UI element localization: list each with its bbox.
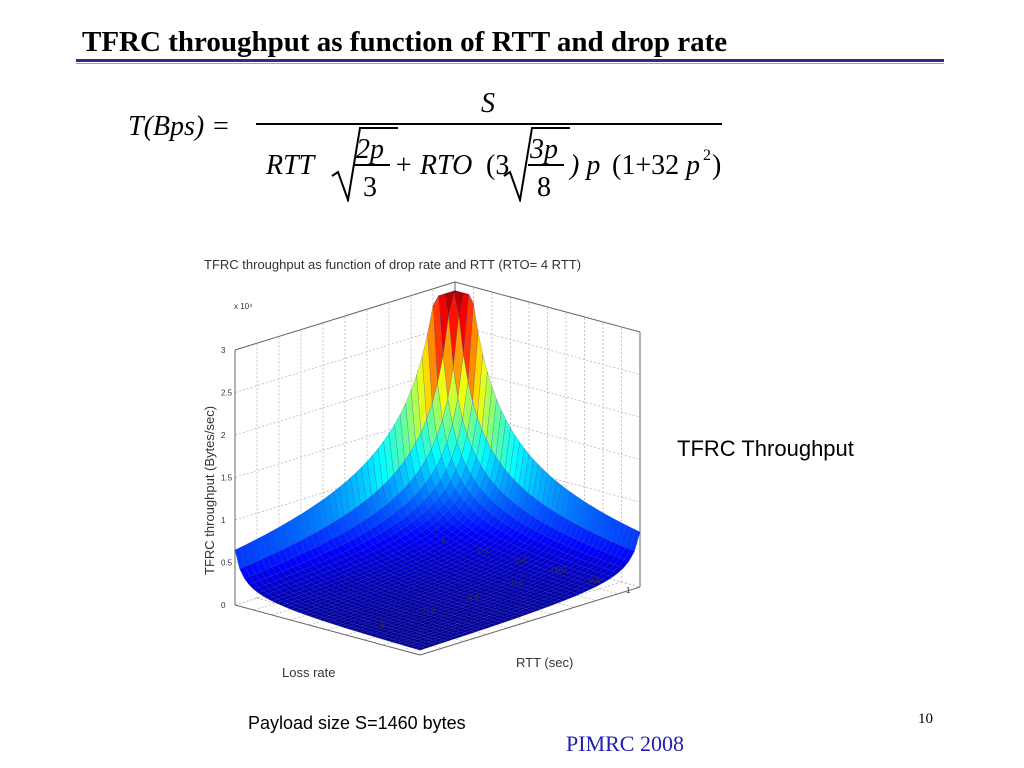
formula-exponent: 2 (703, 147, 711, 164)
formula-open-three: (3 (486, 150, 510, 181)
z-axis-label: TFRC throughput (Bytes/sec) (202, 406, 217, 575)
formula-p-squared: p (686, 150, 700, 181)
formula-numerator: S (481, 88, 495, 119)
z-tick-label-left: 2.5 (221, 389, 233, 398)
plot-svg: 0 0.5 1 1.5 2 2.5 3 0.2 0.4 0.6 0.8 1 0 0.2 0.4 0.6 0.8 1… (202, 257, 641, 680)
surface-mesh (234, 290, 641, 651)
page-number: 10 (918, 711, 933, 727)
box-edge (234, 604, 421, 656)
slide-title: TFRC throughput as function of RTT and d… (82, 26, 728, 58)
formula-inner-bar-2 (528, 164, 564, 166)
box-edge (454, 281, 641, 333)
formula-close-paren: ) (712, 150, 722, 181)
conference-footer: PIMRC 2008 (566, 731, 684, 756)
z-tick-label-left: 2 (221, 431, 226, 440)
surface-patch (414, 646, 427, 651)
box-edge (419, 586, 641, 656)
payload-note: Payload size S=1460 bytes (248, 713, 466, 733)
rtt-tick-label: 0.8 (589, 576, 601, 585)
formula-one-plus: (1+32 (612, 150, 680, 181)
title-underline (76, 59, 944, 62)
loss-tick-label: 0.8 (424, 606, 436, 615)
plot-title: TFRC throughput as function of drop rate… (204, 257, 581, 272)
rtt-tick-label: 0.2 (478, 546, 490, 555)
z-tick-label-left: 1.5 (221, 474, 233, 483)
loss-tick-label: 1 (380, 620, 385, 629)
sqrt-sign-1 (331, 127, 398, 202)
side-caption: TFRC Throughput (677, 436, 854, 461)
formula-close-p: ) p (570, 150, 601, 181)
formula-8: 8 (537, 172, 551, 203)
tfrc-formula: T(Bps) = S RTT 2p 3 + RTO (3 3p 8 ) p (1… (120, 90, 740, 210)
plot-tick-labels: 0 0.5 1 1.5 2 2.5 3 0.2 0.4 0.6 0.8 1 0 0.2 0.4 0.6 0.8 1 (221, 346, 631, 629)
z-tick-label-left: 0.5 (221, 559, 233, 568)
z-tick-label-left: 0 (221, 601, 226, 610)
z-tick-label-left: 3 (221, 346, 226, 355)
z-tick-label-left: 1 (221, 516, 226, 525)
formula-2p: 2p (356, 134, 384, 165)
z-multiplier: x 10⁴ (234, 302, 253, 311)
formula-rtt: RTT (266, 150, 315, 181)
loss-tick-label: 0.4 (512, 579, 524, 588)
loss-tick-label: 0.2 (556, 566, 568, 575)
formula-plus-rto: + RTO (394, 150, 473, 181)
y-axis-label-rtt: RTT (sec) (516, 655, 573, 670)
formula-fraction-bar (256, 123, 722, 125)
formula-inner-bar-1 (354, 164, 390, 166)
rtt-tick-label: 1 (626, 586, 631, 595)
rtt-tick-label: 0 (441, 536, 446, 545)
formula-3-den: 3 (363, 172, 377, 203)
throughput-surface-plot: 0 0.5 1 1.5 2 2.5 3 0.2 0.4 0.6 0.8 1 0 0.2 0.4 0.6 0.8 1… (190, 245, 670, 685)
formula-3p: 3p (530, 134, 558, 165)
formula-lhs: T(Bps) = (128, 111, 231, 142)
x-axis-label-loss: Loss rate (282, 665, 335, 680)
title-underline-shadow (76, 63, 944, 64)
rtt-tick-label: 0.4 (515, 556, 527, 565)
sqrt-sign-2 (503, 127, 570, 202)
rtt-tick-label: 0.6 (552, 566, 564, 575)
box-edge (234, 281, 456, 351)
loss-tick-label: 0.6 (468, 593, 480, 602)
